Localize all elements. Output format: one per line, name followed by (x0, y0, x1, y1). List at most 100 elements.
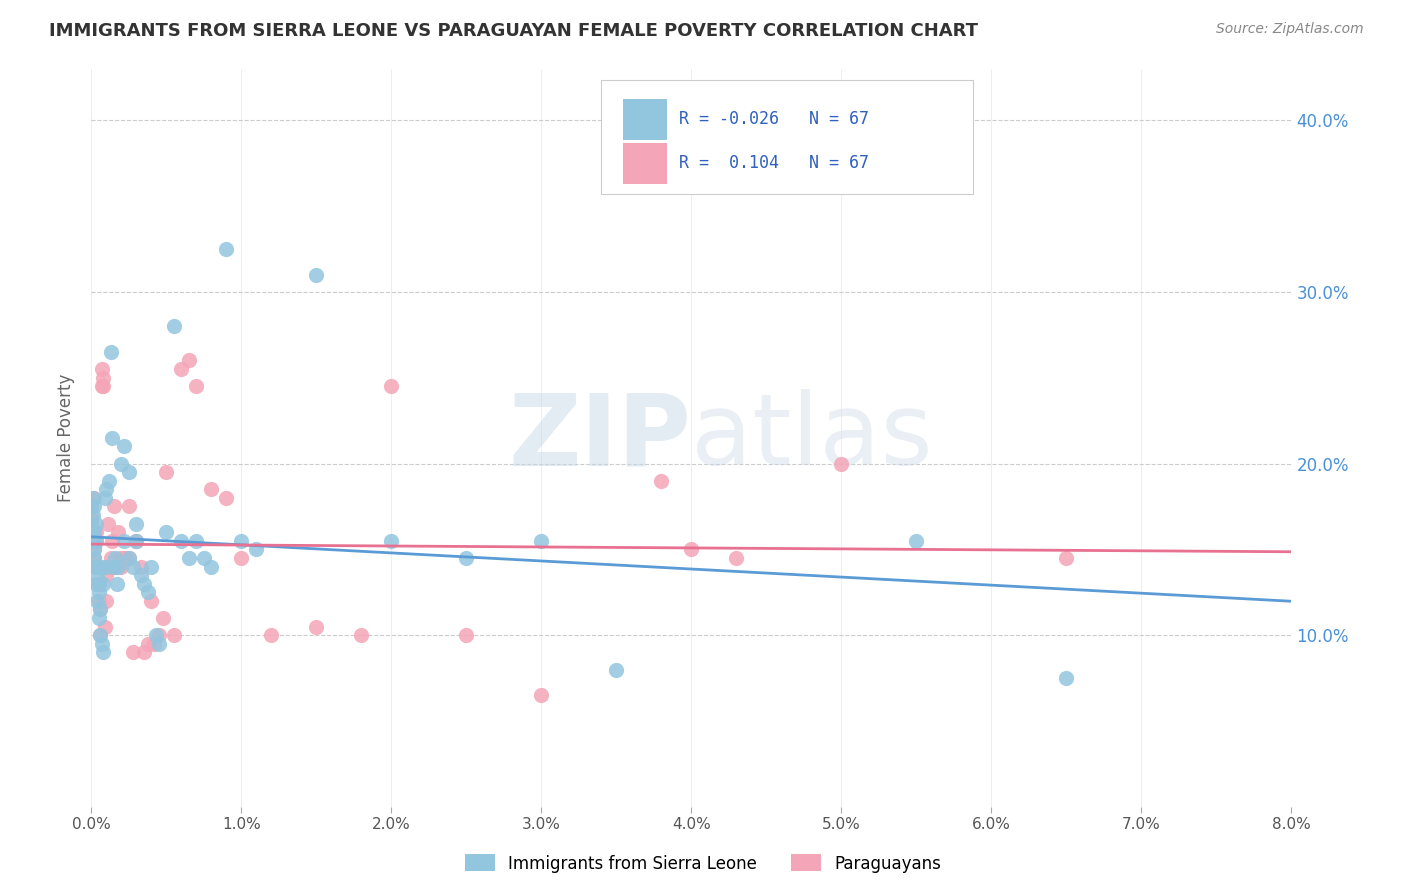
FancyBboxPatch shape (623, 99, 668, 140)
Point (96, 568, 118, 582)
Point (80, 500, 103, 514)
Point (80, 516, 103, 531)
Point (86, 559, 108, 574)
Point (118, 465, 141, 479)
Point (163, 319, 186, 334)
Point (96, 483, 118, 497)
Point (245, 542, 267, 557)
Point (177, 353, 200, 368)
Point (650, 474, 672, 488)
Point (215, 491, 238, 505)
Text: Source: ZipAtlas.com: Source: ZipAtlas.com (1216, 22, 1364, 37)
Point (107, 525, 129, 540)
Point (200, 483, 222, 497)
Point (90, 559, 112, 574)
Point (87, 594, 110, 608)
Point (163, 628, 186, 642)
Point (84, 533, 107, 548)
Point (132, 645, 155, 659)
Point (305, 620, 328, 634)
Point (177, 551, 200, 566)
Text: atlas: atlas (692, 389, 934, 486)
Point (82, 533, 104, 548)
Point (155, 465, 177, 479)
Point (145, 628, 167, 642)
Point (84, 516, 107, 531)
Point (148, 628, 170, 642)
Point (112, 439, 135, 453)
Point (84, 525, 107, 540)
Point (152, 611, 174, 625)
Point (83, 525, 105, 540)
Point (186, 379, 208, 393)
Point (260, 628, 283, 642)
Text: ZIP: ZIP (509, 389, 692, 486)
Point (101, 533, 124, 548)
Point (681, 542, 703, 557)
Point (110, 457, 132, 471)
Point (136, 585, 159, 599)
Point (87, 611, 110, 625)
Point (830, 457, 852, 471)
Point (83, 500, 105, 514)
Point (93, 491, 115, 505)
Point (530, 533, 553, 548)
Point (101, 431, 124, 445)
Point (132, 576, 155, 591)
Legend: Immigrants from Sierra Leone, Paraguayans: Immigrants from Sierra Leone, Paraguayan… (458, 847, 948, 880)
Point (91, 370, 114, 384)
Point (87, 576, 110, 591)
FancyBboxPatch shape (623, 143, 668, 185)
Point (143, 637, 166, 651)
Point (86, 559, 108, 574)
Point (89, 602, 111, 616)
Point (83, 542, 105, 557)
Point (98, 474, 121, 488)
Point (380, 533, 402, 548)
Point (83, 542, 105, 557)
Point (456, 551, 478, 566)
Point (86, 568, 108, 582)
Point (231, 551, 253, 566)
Point (87, 559, 110, 574)
Point (97, 516, 120, 531)
Point (122, 645, 145, 659)
Point (112, 533, 135, 548)
Point (89, 628, 111, 642)
Point (136, 637, 159, 651)
Point (89, 628, 111, 642)
Point (90, 637, 112, 651)
Point (155, 525, 177, 540)
Point (350, 628, 373, 642)
Point (82, 491, 104, 505)
Point (84, 559, 107, 574)
Point (100, 344, 122, 359)
Point (141, 559, 163, 574)
Point (86, 576, 108, 591)
Point (103, 559, 125, 574)
Point (107, 559, 129, 574)
Point (305, 268, 328, 282)
Point (380, 379, 402, 393)
Point (122, 559, 145, 574)
Point (90, 379, 112, 393)
Point (96, 559, 118, 574)
Point (82, 525, 104, 540)
Text: IMMIGRANTS FROM SIERRA LEONE VS PARAGUAYAN FEMALE POVERTY CORRELATION CHART: IMMIGRANTS FROM SIERRA LEONE VS PARAGUAY… (49, 22, 979, 40)
Point (170, 362, 193, 376)
Point (103, 500, 125, 514)
Point (129, 568, 152, 582)
Point (108, 551, 131, 566)
Point (530, 689, 553, 703)
Point (125, 533, 148, 548)
Point (104, 559, 127, 574)
Point (118, 551, 141, 566)
Point (80, 508, 103, 522)
Point (125, 533, 148, 548)
Point (83, 551, 105, 566)
Point (125, 516, 148, 531)
Point (186, 533, 208, 548)
Point (129, 559, 152, 574)
Point (110, 559, 132, 574)
Point (80, 525, 103, 540)
